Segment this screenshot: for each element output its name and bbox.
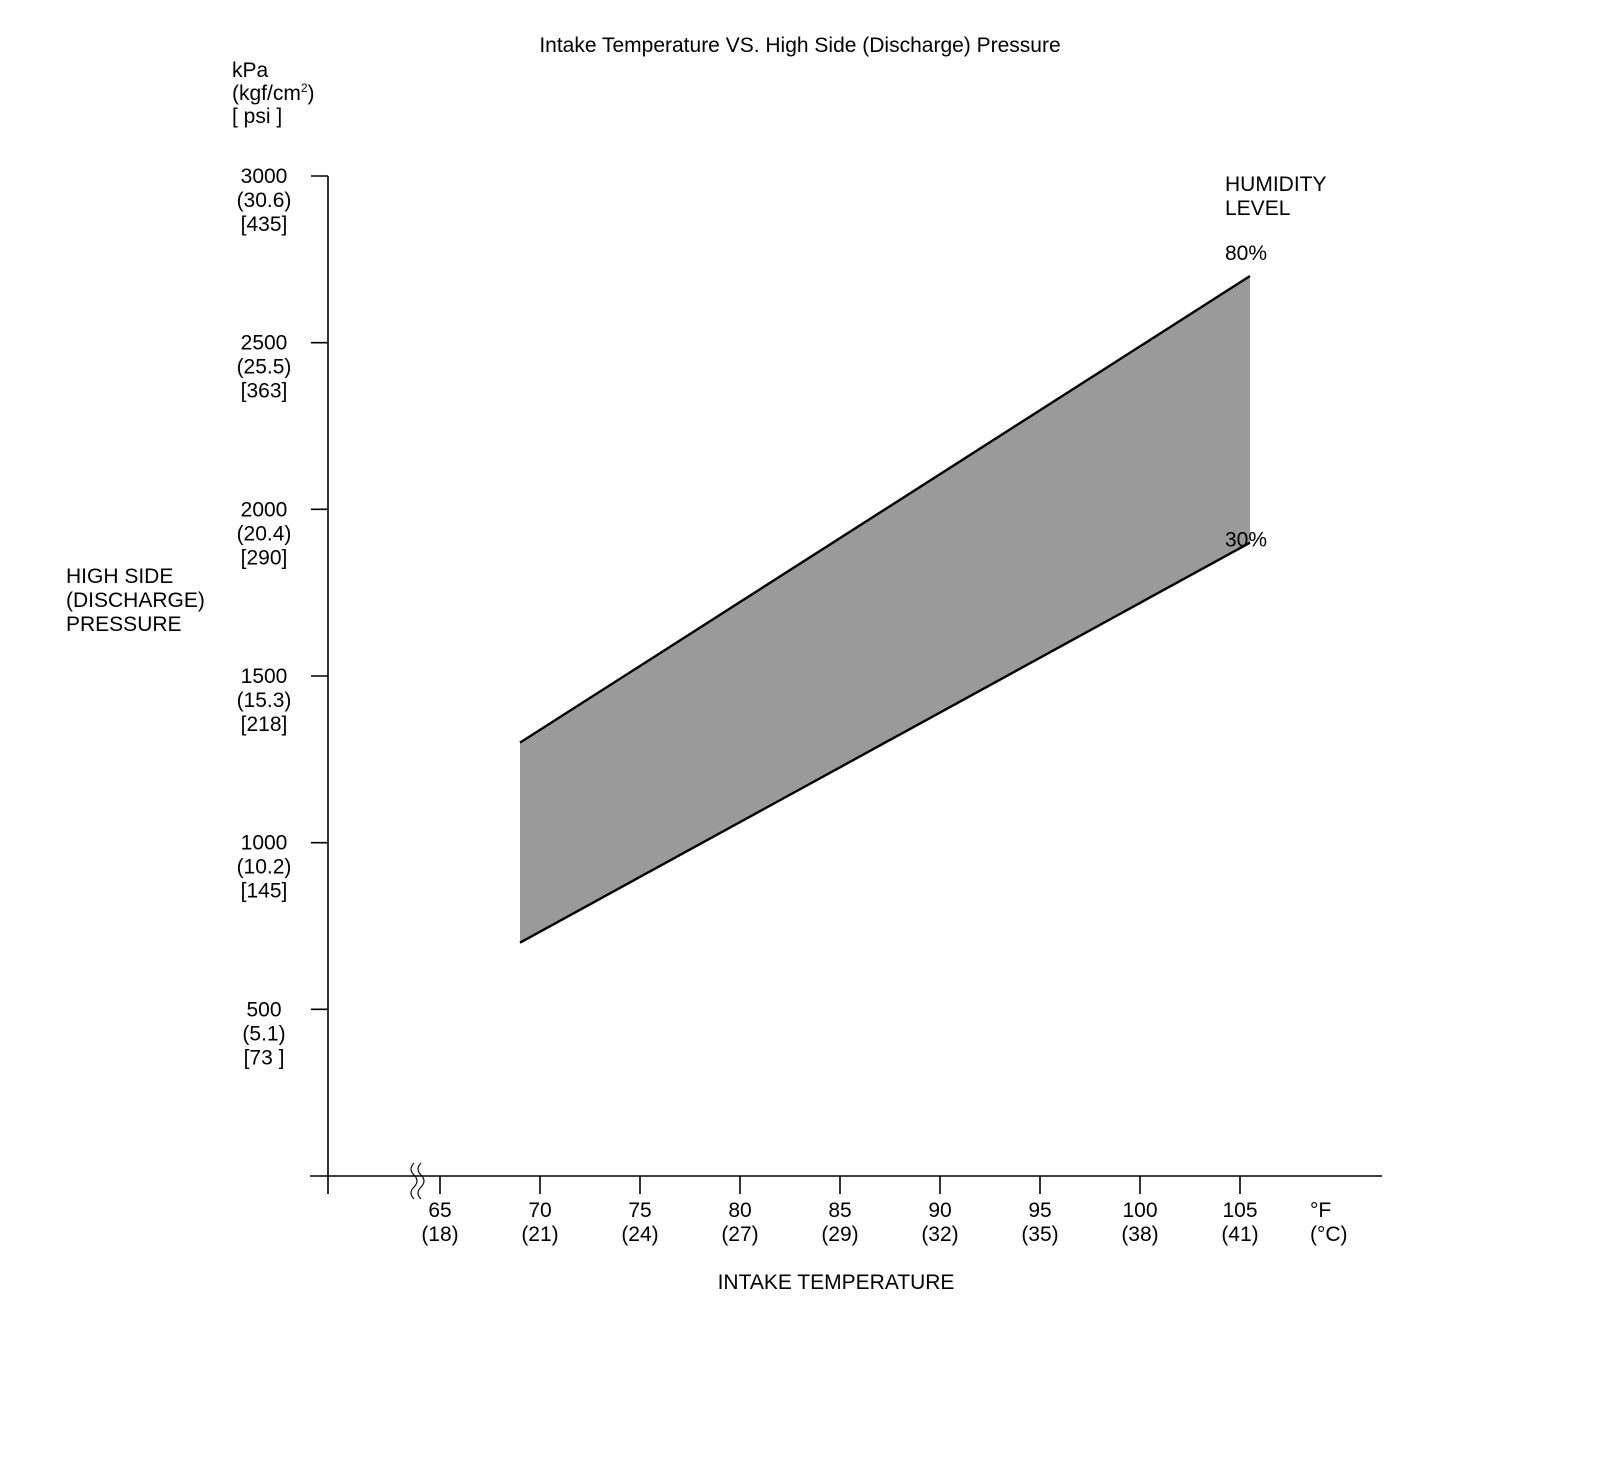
humidity-band-area (520, 276, 1250, 943)
y-tick-label: (15.3) (237, 689, 292, 712)
humidity-80-label: 80% (1225, 242, 1267, 265)
y-tick-label: 500 (246, 998, 281, 1021)
y-tick-label: 2500 (241, 332, 288, 355)
x-tick-label: (21) (521, 1223, 558, 1246)
x-units-label: °F (1310, 1199, 1331, 1222)
y-axis-label: HIGH SIDE (66, 565, 173, 588)
y-units-psi: [ psi ] (232, 105, 282, 128)
y-tick-label: (25.5) (237, 356, 292, 379)
x-axis-break-mark (410, 1162, 418, 1200)
y-tick-label: [73 ] (244, 1046, 285, 1069)
x-tick-label: 90 (928, 1199, 951, 1222)
x-tick-label: (29) (821, 1223, 858, 1246)
x-tick-label: (38) (1121, 1223, 1158, 1246)
y-tick-label: 1500 (241, 665, 288, 688)
x-units-label: (°C) (1310, 1223, 1348, 1246)
y-axis-label: (DISCHARGE) (66, 589, 205, 612)
y-axis-label: PRESSURE (66, 613, 182, 636)
x-tick-label: 80 (728, 1199, 751, 1222)
x-tick-label: 95 (1028, 1199, 1051, 1222)
x-tick-label: (41) (1221, 1223, 1258, 1246)
humidity-80-line (519, 274, 1251, 744)
x-tick-label: 70 (528, 1199, 551, 1222)
y-tick-label: (30.6) (237, 189, 292, 212)
y-tick-label: (10.2) (237, 856, 292, 879)
x-tick-label: 75 (628, 1199, 651, 1222)
x-tick-label: 85 (828, 1199, 851, 1222)
x-axis-break-mark (417, 1162, 425, 1200)
y-tick-label: (5.1) (242, 1022, 285, 1045)
y-tick-label: [145] (241, 880, 288, 903)
y-tick-label: (20.4) (237, 522, 292, 545)
y-tick-label: 3000 (241, 165, 288, 188)
y-units-kpa: kPa (232, 59, 269, 82)
x-tick-label: 105 (1222, 1199, 1257, 1222)
y-tick-label: [218] (241, 713, 288, 736)
x-tick-label: (18) (421, 1223, 458, 1246)
x-tick-label: (35) (1021, 1223, 1058, 1246)
x-axis-label: INTAKE TEMPERATURE (718, 1271, 955, 1294)
y-tick-label: [363] (241, 380, 288, 403)
x-tick-label: (27) (721, 1223, 758, 1246)
y-tick-label: 1000 (241, 832, 288, 855)
chart-title: Intake Temperature VS. High Side (Discha… (539, 34, 1060, 57)
humidity-30-label: 30% (1225, 529, 1267, 552)
legend-title: HUMIDITY (1225, 173, 1327, 196)
y-tick-label: [435] (241, 213, 288, 236)
x-tick-label: (32) (921, 1223, 958, 1246)
x-tick-label: 100 (1122, 1199, 1157, 1222)
x-tick-label: (24) (621, 1223, 658, 1246)
x-tick-label: 65 (428, 1199, 451, 1222)
humidity-30-line (519, 541, 1251, 944)
legend-title: LEVEL (1225, 197, 1290, 220)
y-units-kgf: (kgf/cm2) (232, 81, 315, 105)
y-tick-label: [290] (241, 546, 288, 569)
y-tick-label: 2000 (241, 498, 288, 521)
